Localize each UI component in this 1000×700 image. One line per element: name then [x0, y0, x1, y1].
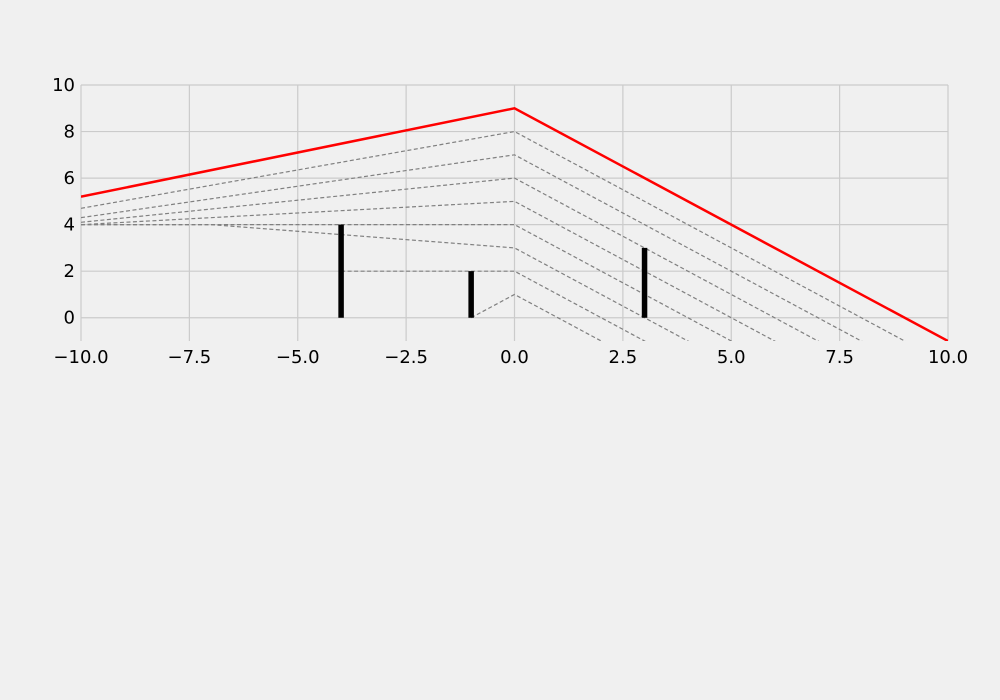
component-line-4 — [81, 224, 733, 341]
y-tick-label-3: 6 — [64, 168, 75, 189]
component-line-3 — [81, 200, 776, 341]
y-tick-labels: 0 2 4 6 8 10 — [52, 75, 75, 329]
x-tick-labels: −10.0 −7.5 −5.0 −2.5 0.0 2.5 5.0 7.5 10.0 — [53, 347, 968, 368]
component-line-7 — [470, 293, 603, 341]
y-tick-label-5: 10 — [52, 75, 75, 96]
envelope-line-group — [81, 106, 948, 341]
x-tick-label-8: 10.0 — [928, 347, 968, 368]
component-line-1 — [81, 154, 863, 341]
x-tick-label-3: −2.5 — [384, 347, 428, 368]
x-tick-label-4: 0.0 — [500, 347, 529, 368]
x-tick-label-1: −7.5 — [168, 347, 212, 368]
component-lines — [81, 130, 906, 341]
x-tick-label-0: −10.0 — [53, 347, 108, 368]
y-tick-label-1: 2 — [64, 261, 75, 282]
x-tick-label-7: 7.5 — [825, 347, 854, 368]
x-tick-label-6: 5.0 — [717, 347, 746, 368]
x-tick-label-5: 2.5 — [609, 347, 638, 368]
envelope-line — [81, 106, 948, 341]
x-tick-label-2: −5.0 — [276, 347, 320, 368]
component-line-2 — [81, 177, 820, 341]
component-line-0 — [81, 130, 906, 341]
y-tick-label-2: 4 — [64, 215, 75, 236]
y-tick-label-0: 0 — [64, 308, 75, 329]
grid — [80, 84, 949, 341]
component-line-5 — [81, 224, 690, 341]
bars — [338, 224, 648, 318]
y-tick-label-4: 8 — [64, 122, 75, 143]
